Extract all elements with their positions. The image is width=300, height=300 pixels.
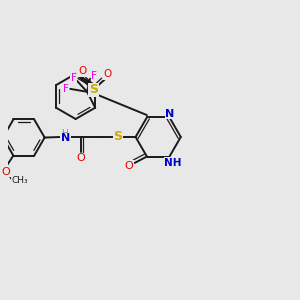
Text: F: F bbox=[92, 71, 97, 81]
Text: F: F bbox=[70, 74, 76, 83]
Text: N: N bbox=[61, 134, 70, 143]
Text: S: S bbox=[89, 83, 98, 96]
Text: F: F bbox=[63, 84, 69, 94]
Text: H: H bbox=[61, 129, 68, 138]
Text: O: O bbox=[124, 161, 133, 171]
Text: O: O bbox=[78, 66, 86, 76]
Text: CH₃: CH₃ bbox=[11, 176, 28, 185]
Text: O: O bbox=[2, 167, 11, 177]
Text: O: O bbox=[76, 153, 85, 164]
Text: O: O bbox=[103, 69, 112, 80]
Text: S: S bbox=[113, 130, 122, 143]
Text: N: N bbox=[165, 109, 175, 119]
Text: NH: NH bbox=[164, 158, 182, 168]
